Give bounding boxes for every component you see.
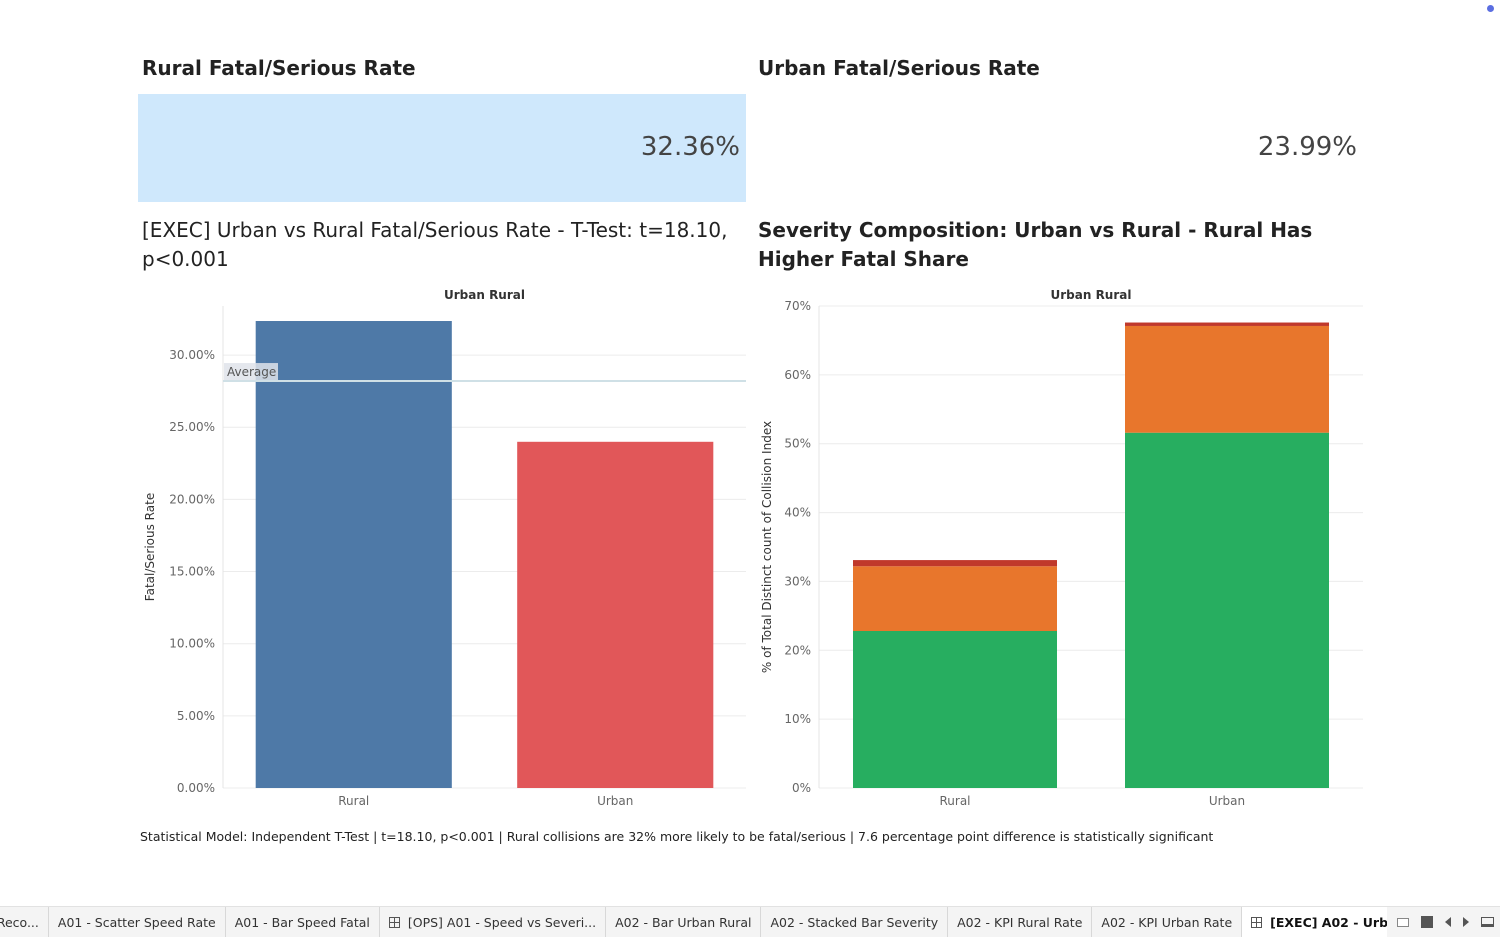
x-tick-label: Urban [1209, 794, 1245, 808]
dashboard-grid-icon [388, 916, 400, 928]
kpi-rural-card[interactable]: 32.36% [138, 94, 746, 202]
y-tick-label: 60% [784, 368, 811, 382]
bar-urban [517, 441, 714, 788]
filmstrip-icon[interactable] [1421, 916, 1433, 928]
sheet-tab[interactable]: A02 - Bar Urban Rural [606, 907, 762, 937]
sheet-tab[interactable]: A02 - KPI Urban Rate [1092, 907, 1243, 937]
bar-segment-urban-1 [1125, 325, 1329, 433]
x-tick-label: Rural [939, 794, 970, 808]
sheet-tab[interactable]: A02 - KPI Rural Rate [948, 907, 1093, 937]
sheet-tab[interactable]: A02 - Stacked Bar Severity [761, 907, 949, 937]
y-tick-label: 0.00% [177, 781, 215, 795]
y-tick-label: 25.00% [169, 420, 215, 434]
x-tick-label: Urban [597, 794, 633, 808]
kpi-urban-value: 23.99% [1257, 132, 1357, 162]
y-tick-label: 30% [784, 574, 811, 588]
kpi-urban-title: Urban Fatal/Serious Rate [758, 56, 1040, 80]
right-chart-title: Severity Composition: Urban vs Rural - R… [758, 218, 1313, 271]
urban-rural-rate-chart[interactable]: Urban Rural 0.00% 5.00% 10.00% 15.00% 20.00% 2… [138, 282, 750, 812]
bar-segment-rural-0 [853, 631, 1057, 788]
average-label-bg [224, 363, 278, 381]
prev-tab-icon[interactable] [1445, 917, 1451, 927]
bar-rural [255, 321, 452, 788]
x-tick-label: Rural [338, 794, 369, 808]
statistical-model-footnote: Statistical Model: Independent T-Test | … [140, 829, 1214, 844]
y-tick-label: 15.00% [169, 565, 215, 579]
sheet-tab-label: [OPS] A01 - Speed vs Severi... [407, 914, 597, 930]
y-tick-label: 70% [784, 299, 811, 313]
kpi-rural-value: 32.36% [640, 132, 740, 162]
sheet-tab-label: A02 - Stacked Bar Severity [770, 914, 939, 930]
column-header: Urban Rural [444, 288, 525, 302]
tab-bar-controls [1387, 907, 1500, 937]
y-tick-label: 5.00% [177, 709, 215, 723]
y-tick-label: 10.00% [169, 637, 215, 651]
sheet-tab-label: A02 - KPI Rural Rate [957, 914, 1083, 930]
y-axis-label: % of Total Distinct count of Collision I… [760, 421, 774, 673]
y-tick-label: 30.00% [169, 348, 215, 362]
sheet-tab-label: A02 - KPI Urban Rate [1101, 914, 1233, 930]
sheet-tab[interactable]: c Reco... [0, 907, 49, 937]
sheet-sorter-icon[interactable] [1397, 917, 1409, 927]
dashboard-grid-icon [1251, 916, 1263, 928]
y-tick-label: 40% [784, 506, 811, 520]
y-axis-label: Fatal/Serious Rate [143, 493, 157, 601]
sheet-tab-label: A01 - Scatter Speed Rate [57, 914, 216, 930]
kpi-urban-card[interactable]: 23.99% [756, 94, 1364, 202]
next-tab-icon[interactable] [1463, 917, 1469, 927]
column-header: Urban Rural [1051, 288, 1132, 302]
kpi-rural-title: Rural Fatal/Serious Rate [142, 56, 416, 80]
average-label: Average [227, 365, 276, 379]
sheet-tab-label: c Reco... [0, 914, 39, 930]
bar-segment-rural-1 [853, 566, 1057, 632]
y-tick-label: 50% [784, 437, 811, 451]
bar-segment-rural-2 [853, 560, 1057, 567]
sheet-tab[interactable]: [OPS] A01 - Speed vs Severi... [380, 907, 607, 937]
y-tick-label: 20.00% [169, 492, 215, 506]
presentation-mode-icon[interactable] [1481, 917, 1494, 927]
severity-composition-chart[interactable]: Urban Rural 0% 10% 20% 30% 40% 50% 60% 70% % of T… [756, 282, 1368, 812]
status-dot [1487, 5, 1494, 12]
sheet-tab-label: A01 - Bar Speed Fatal [234, 914, 370, 930]
bar-segment-urban-0 [1125, 432, 1329, 788]
sheet-tab[interactable]: A01 - Bar Speed Fatal [226, 907, 380, 937]
left-chart-title: [EXEC] Urban vs Rural Fatal/Serious Rate… [142, 218, 728, 271]
sheet-tab-bar: c Reco... A01 - Scatter Speed Rate A01 - B… [0, 906, 1500, 937]
y-tick-label: 20% [784, 643, 811, 657]
sheet-tab-label: A02 - Bar Urban Rural [615, 914, 752, 930]
y-tick-label: 0% [792, 781, 811, 795]
y-tick-label: 10% [784, 712, 811, 726]
sheet-tab[interactable]: A01 - Scatter Speed Rate [49, 907, 226, 937]
bar-segment-urban-2 [1125, 322, 1329, 326]
